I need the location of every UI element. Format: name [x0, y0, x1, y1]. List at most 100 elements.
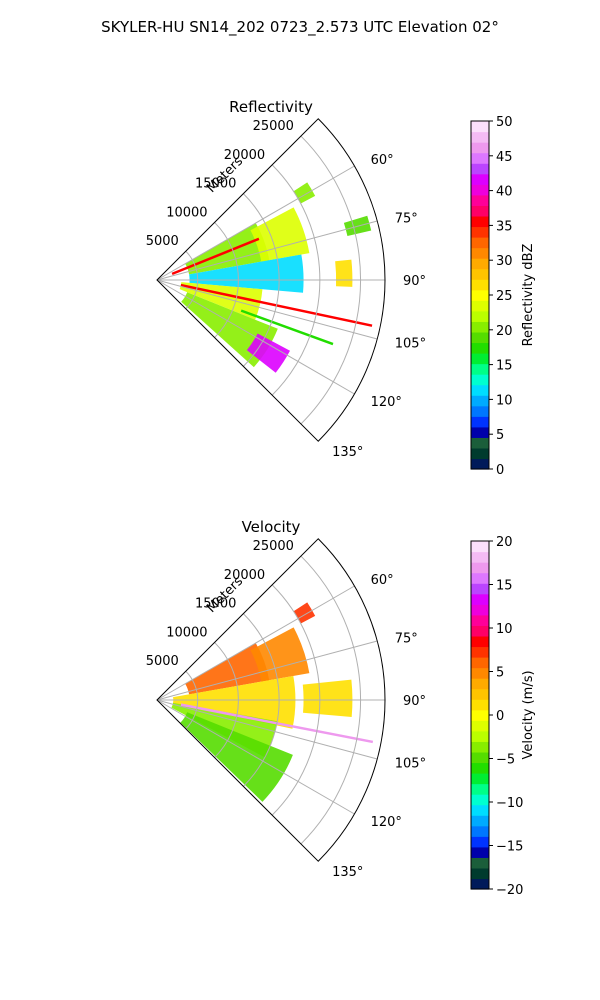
echo-radial-3 — [240, 309, 334, 346]
echo-region-2 — [185, 643, 270, 695]
colorbar-swatch — [471, 173, 489, 185]
colorbar-swatch — [471, 667, 489, 679]
polar-grid — [156, 135, 385, 425]
colorbar-swatch — [471, 825, 489, 837]
colorbar: 0 5 10 15 20 25 30 35 40 45 50 Reflectivity dBZ — [470, 115, 536, 478]
colorbar-swatch — [471, 142, 489, 154]
azimuth-tick-label: 120° — [371, 395, 402, 410]
colorbar-swatch — [471, 688, 489, 700]
azimuth-tick-label: 120° — [371, 815, 402, 830]
colorbar-swatch — [471, 353, 489, 365]
colorbar-swatch — [471, 237, 489, 249]
colorbar-swatch — [471, 593, 489, 605]
echo-radial-1 — [171, 237, 260, 276]
colorbar-swatch — [471, 846, 489, 858]
azimuth-gridline-2 — [156, 640, 378, 701]
colorbar-tick-label: 45 — [496, 150, 513, 165]
colorbar-tick-label: 10 — [496, 393, 513, 408]
azimuth-gridline-2 — [156, 220, 378, 281]
radial-tick-label: 15000 — [195, 177, 236, 192]
colorbar-swatch — [471, 131, 489, 143]
azimuth-gridline-5 — [156, 279, 355, 395]
azimuth-gridline-1 — [156, 165, 355, 281]
colorbar-swatch — [471, 730, 489, 742]
figure-title: SKYLER-HU SN14_202 0723_2.573 UTC Elevat… — [101, 18, 499, 37]
radial-tick-label: 25000 — [253, 539, 294, 554]
panel-title: Velocity — [242, 518, 301, 536]
colorbar-swatch — [471, 395, 489, 407]
azimuth-tick-label: 105° — [395, 337, 426, 352]
radial-tick-label: 10000 — [166, 625, 207, 640]
colorbar-swatch — [471, 268, 489, 280]
radial-tick-label: 10000 — [166, 205, 207, 220]
colorbar-swatch — [471, 720, 489, 732]
colorbar-tick-label: 20 — [496, 535, 513, 550]
colorbar-swatch — [471, 363, 489, 375]
colorbar-swatch — [471, 541, 489, 553]
colorbar-swatch — [471, 321, 489, 333]
colorbar-tick-label: −5 — [496, 753, 515, 768]
azimuth-gridline-4 — [156, 279, 378, 340]
azimuth-tick-label: 90° — [403, 274, 426, 289]
colorbar-swatch — [471, 635, 489, 648]
polar-grid — [156, 555, 385, 845]
colorbar-swatch — [471, 289, 489, 301]
echo-region-4 — [189, 254, 304, 293]
colorbar-swatch — [471, 794, 489, 806]
echo-region-8 — [335, 259, 353, 287]
sector-frame — [156, 538, 386, 862]
colorbar-swatch — [471, 121, 489, 133]
colorbar-tick-label: 15 — [496, 579, 513, 594]
colorbar-tick-label: 5 — [496, 428, 504, 443]
colorbar-tick-label: 10 — [496, 622, 513, 637]
radial-tick-label: 25000 — [253, 119, 294, 134]
colorbar-swatch — [471, 405, 489, 417]
colorbar-swatch — [471, 646, 489, 658]
colorbar-swatch — [471, 163, 489, 175]
colorbar-swatch — [471, 226, 489, 238]
colorbar-swatch — [471, 604, 489, 616]
colorbar-swatch — [471, 194, 489, 206]
colorbar-swatch — [471, 709, 489, 721]
colorbar-swatch — [471, 184, 489, 196]
colorbar-swatch — [471, 583, 489, 595]
echo-region-2 — [185, 223, 270, 275]
echo-region-6 — [180, 712, 293, 802]
colorbar-swatch — [471, 331, 489, 344]
colorbar-tick-label: 35 — [496, 219, 513, 234]
colorbar-swatch — [471, 437, 489, 449]
colorbar-swatch — [471, 867, 489, 880]
azimuth-tick-label: 105° — [395, 757, 426, 772]
azimuth-tick-label: 75° — [395, 631, 418, 646]
colorbar-tick-label: −15 — [496, 840, 523, 855]
colorbar-swatch — [471, 551, 489, 563]
colorbar-swatch — [471, 279, 489, 291]
colorbar-swatch — [471, 773, 489, 785]
colorbar-swatch — [471, 836, 489, 848]
echo-region-7 — [246, 333, 291, 373]
colorbar-tick-label: 50 — [496, 115, 513, 130]
echo-region-7 — [302, 679, 353, 718]
colorbar-swatch — [471, 458, 489, 470]
colorbar-swatch — [471, 426, 489, 438]
colorbar-swatch — [471, 878, 489, 890]
colorbar-swatch — [471, 699, 489, 711]
colorbar-swatch — [471, 215, 489, 228]
colorbar: −20 −15 −10 −5 0 5 10 15 20 Velocity (m/s) — [470, 535, 536, 898]
colorbar-swatch — [471, 625, 489, 637]
colorbar-label: Velocity (m/s) — [521, 670, 536, 759]
radial-tick-label: 20000 — [224, 148, 265, 163]
azimuth-tick-label: 75° — [395, 211, 418, 226]
azimuth-tick-label: 60° — [371, 573, 394, 588]
azimuth-gridline-4 — [156, 699, 378, 760]
colorbar-swatch — [471, 384, 489, 396]
echo-region-1 — [293, 182, 316, 204]
radar-panels: Reflectivity500010000150002000025000Mete… — [146, 98, 536, 898]
colorbar-tick-label: 0 — [496, 463, 504, 478]
echo-data — [171, 602, 374, 802]
colorbar-swatch — [471, 374, 489, 386]
panel-title: Reflectivity — [229, 98, 313, 116]
colorbar-swatch — [471, 447, 489, 460]
colorbar-swatch — [471, 572, 489, 584]
